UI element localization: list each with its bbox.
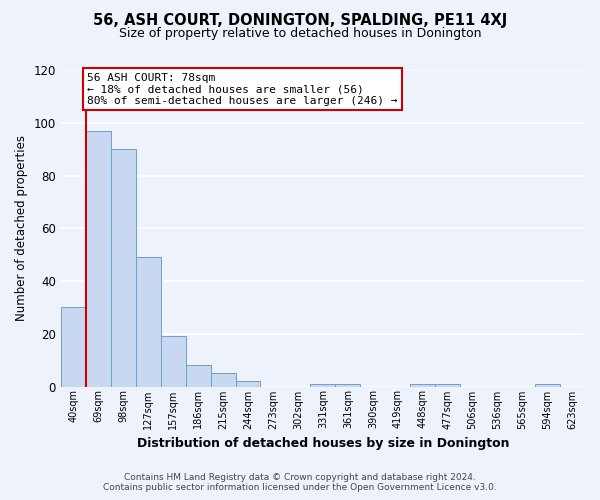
- Bar: [211, 374, 236, 386]
- Bar: [185, 366, 211, 386]
- Y-axis label: Number of detached properties: Number of detached properties: [15, 136, 28, 322]
- Bar: [86, 130, 111, 386]
- Bar: [335, 384, 361, 386]
- Bar: [111, 149, 136, 386]
- Text: Contains HM Land Registry data © Crown copyright and database right 2024.
Contai: Contains HM Land Registry data © Crown c…: [103, 473, 497, 492]
- X-axis label: Distribution of detached houses by size in Donington: Distribution of detached houses by size …: [137, 437, 509, 450]
- Bar: [410, 384, 435, 386]
- Bar: [236, 381, 260, 386]
- Bar: [61, 308, 86, 386]
- Text: 56 ASH COURT: 78sqm
← 18% of detached houses are smaller (56)
80% of semi-detach: 56 ASH COURT: 78sqm ← 18% of detached ho…: [87, 72, 398, 106]
- Bar: [435, 384, 460, 386]
- Text: 56, ASH COURT, DONINGTON, SPALDING, PE11 4XJ: 56, ASH COURT, DONINGTON, SPALDING, PE11…: [93, 12, 507, 28]
- Bar: [535, 384, 560, 386]
- Text: Size of property relative to detached houses in Donington: Size of property relative to detached ho…: [119, 28, 481, 40]
- Bar: [310, 384, 335, 386]
- Bar: [136, 258, 161, 386]
- Bar: [161, 336, 185, 386]
